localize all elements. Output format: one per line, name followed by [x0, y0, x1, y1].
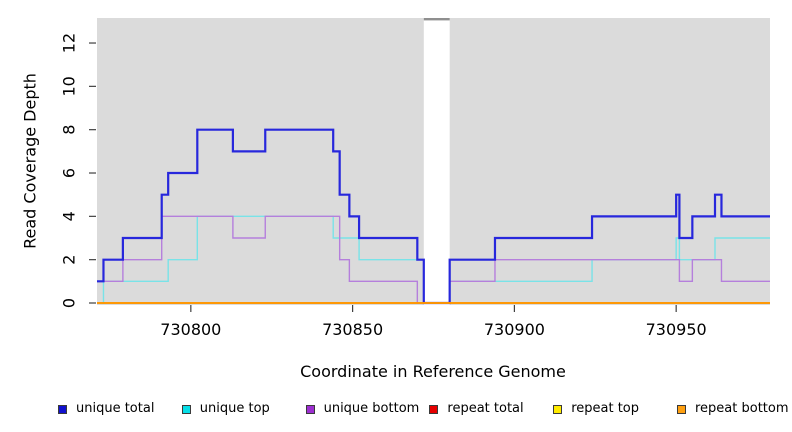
- y-tick-label: 10: [60, 76, 79, 96]
- y-tick-label: 2: [60, 255, 79, 265]
- x-axis-title: Coordinate in Reference Genome: [300, 362, 566, 381]
- y-axis-title: Read Coverage Depth: [21, 73, 40, 249]
- coverage-gap-region: [423, 18, 450, 305]
- y-tick-label: 6: [60, 168, 79, 178]
- x-tick-label: 730850: [322, 320, 383, 339]
- x-tick-label: 730800: [160, 320, 221, 339]
- series-lines: [97, 128, 770, 305]
- series-unique-bottom: [97, 215, 770, 304]
- plot-area: [97, 18, 770, 305]
- x-tick-label: 730900: [484, 320, 545, 339]
- y-tick-label: 8: [60, 125, 79, 135]
- y-tick-label: 12: [60, 33, 79, 53]
- series-unique-total: [97, 128, 770, 305]
- y-tick-label: 4: [60, 211, 79, 221]
- y-tick-label: 0: [60, 298, 79, 308]
- x-tick-label: 730950: [646, 320, 707, 339]
- axes: 730800 730850 730900 730950 0 2 4 6 8 10 12: [60, 33, 707, 339]
- coverage-gap-top-bar: [423, 18, 450, 21]
